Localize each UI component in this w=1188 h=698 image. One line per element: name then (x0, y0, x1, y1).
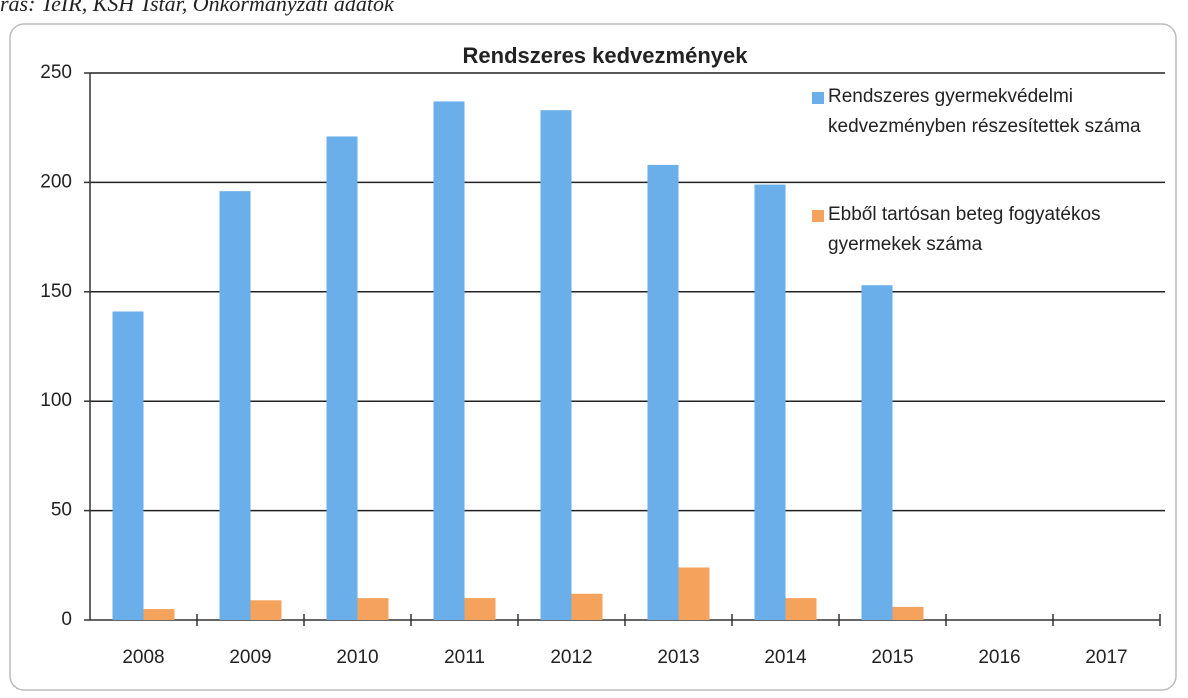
x-tick-label: 2009 (229, 647, 271, 668)
bar (250, 600, 282, 620)
legend-label-box: Ebből tartósan beteg fogyatékos gyermeke… (828, 204, 1101, 255)
legend-swatch (812, 210, 824, 222)
bar (326, 136, 358, 620)
bar (464, 598, 496, 620)
x-tick-label: 2010 (336, 647, 378, 668)
bar (785, 598, 817, 620)
y-tick-label: 200 (40, 171, 72, 192)
bar (357, 598, 389, 620)
bar (540, 110, 572, 621)
bar (571, 593, 603, 620)
bar (433, 101, 465, 621)
legend-label-box: Rendszeres gyermekvédelmi kedvezményben … (828, 86, 1141, 137)
legend-bg (808, 200, 1163, 264)
bar (647, 164, 679, 620)
x-tick-label: 2015 (871, 647, 913, 668)
bar (754, 184, 786, 620)
x-tick-label: 2011 (444, 647, 485, 668)
bar (143, 609, 175, 620)
bar (861, 285, 893, 620)
x-tick-label: 2014 (764, 647, 807, 668)
legend-label: Ebből tartósan beteg fogyatékos gyermeke… (828, 204, 1101, 255)
y-tick-label: 0 (61, 609, 72, 630)
bar (892, 606, 924, 620)
bar (678, 567, 710, 620)
y-tick-label: 150 (40, 281, 72, 302)
y-tick-label: 250 (40, 62, 72, 83)
chart-title: Rendszeres kedvezmények (463, 43, 749, 68)
x-tick-label: 2016 (978, 647, 1020, 668)
legend-label: Rendszeres gyermekvédelmi kedvezményben … (828, 86, 1141, 137)
legend-bg (808, 82, 1163, 178)
bar (219, 191, 251, 621)
legend-swatch (812, 92, 824, 104)
source-note: rás: TeIR, KSH Tstar, Önkormányzati adat… (0, 0, 395, 16)
y-tick-label: 100 (40, 390, 72, 411)
x-tick-label: 2017 (1085, 647, 1127, 668)
bar (112, 311, 144, 620)
x-tick-label: 2013 (657, 647, 699, 668)
x-tick-label: 2008 (122, 647, 164, 668)
y-tick-label: 50 (51, 500, 72, 521)
x-tick-label: 2012 (550, 647, 592, 668)
